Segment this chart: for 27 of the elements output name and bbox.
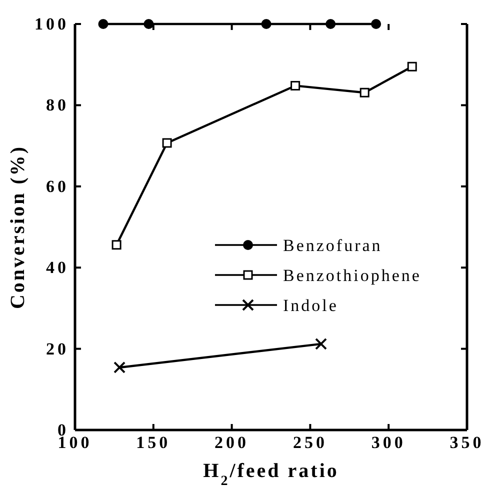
x-tick-label: 150 xyxy=(136,433,171,452)
x-tick-label: 250 xyxy=(292,433,328,452)
y-tick-label: 20 xyxy=(46,339,69,358)
point xyxy=(144,19,154,29)
point xyxy=(407,62,417,72)
point xyxy=(360,88,370,98)
x-tick-label: 350 xyxy=(450,433,484,452)
y-tick-label: 60 xyxy=(46,176,69,196)
legend-label: Benzothiophene xyxy=(283,266,422,285)
point xyxy=(114,361,126,374)
y-tick-label: 40 xyxy=(46,258,69,278)
point xyxy=(326,19,336,29)
point xyxy=(371,19,382,29)
y-tick-label: 80 xyxy=(46,96,69,115)
legend-label: Indole xyxy=(283,296,338,315)
point xyxy=(162,138,172,148)
point xyxy=(98,19,108,29)
y-axis-title: Conversion (%) xyxy=(7,144,29,310)
point xyxy=(112,240,122,250)
x-tick-label: 300 xyxy=(371,433,406,452)
x-tick-label: 200 xyxy=(214,433,250,452)
point xyxy=(261,19,272,29)
y-tick-label: 100 xyxy=(34,14,69,34)
point xyxy=(290,80,300,90)
legend-label: Benzofuran xyxy=(283,236,382,255)
x-axis-title: H$_{2}$/feed ratio xyxy=(203,460,339,488)
point xyxy=(315,338,328,350)
